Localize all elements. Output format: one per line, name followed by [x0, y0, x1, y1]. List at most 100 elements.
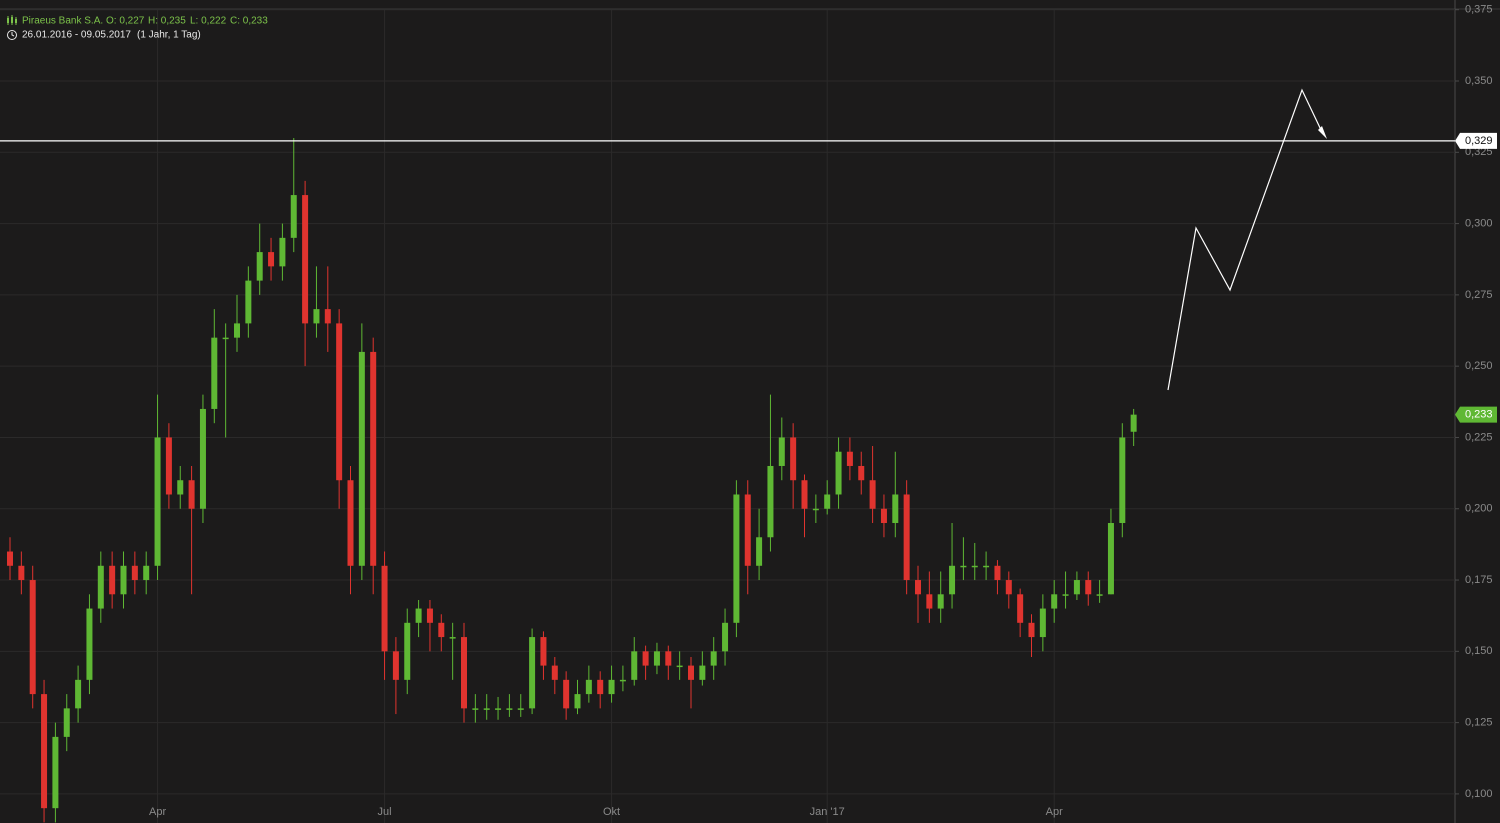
- candle-body: [733, 494, 740, 623]
- candle-body: [245, 280, 252, 324]
- candle-body: [381, 565, 388, 652]
- instrument-name: Piraeus Bank S.A.: [22, 16, 103, 27]
- candle-body: [960, 565, 967, 568]
- candle-body: [892, 494, 899, 524]
- candle-body: [790, 437, 797, 481]
- candle-body: [949, 565, 956, 595]
- candle-body: [18, 565, 25, 581]
- candle-body: [744, 494, 751, 566]
- legend-icon: [7, 15, 17, 25]
- candle-body: [256, 252, 263, 281]
- candle-body: [722, 622, 729, 652]
- y-tick-label: 0,250: [1465, 360, 1493, 372]
- candle-body: [619, 679, 626, 682]
- candle-body: [1130, 414, 1137, 432]
- candle-body: [188, 480, 195, 509]
- candle-body: [835, 451, 842, 495]
- candle-body: [426, 608, 433, 623]
- period: (1 Jahr, 1 Tag): [137, 30, 201, 41]
- candle-body: [1073, 580, 1080, 595]
- y-tick-label: 0,100: [1465, 788, 1493, 800]
- x-tick-label: Okt: [603, 806, 620, 818]
- y-tick-label: 0,350: [1465, 75, 1493, 87]
- candle-body: [551, 665, 558, 680]
- y-tick-label: 0,175: [1465, 574, 1493, 586]
- candle-body: [1005, 580, 1012, 595]
- candle-body: [461, 637, 467, 709]
- candle-body: [1039, 608, 1046, 638]
- y-tick-label: 0,275: [1465, 289, 1493, 301]
- candle-body: [767, 465, 774, 538]
- candle-body: [653, 651, 660, 666]
- candle-body: [109, 565, 116, 595]
- candle-body: [392, 651, 399, 680]
- candle-body: [143, 565, 150, 581]
- candle-body: [404, 622, 411, 680]
- candle-body: [529, 637, 536, 709]
- candle-body: [268, 252, 275, 267]
- candle-body: [597, 679, 604, 695]
- candle-body: [926, 594, 933, 609]
- candle-body: [7, 551, 13, 566]
- candle-body: [812, 508, 819, 511]
- candle-body: [336, 323, 343, 481]
- candle-body: [937, 594, 944, 609]
- candle-body: [86, 608, 93, 680]
- candle-body: [608, 679, 615, 695]
- x-tick-label: Jan '17: [810, 806, 845, 818]
- candle-body: [665, 651, 672, 666]
- level-label-box: [1455, 132, 1497, 149]
- y-tick-label: 0,300: [1465, 217, 1493, 229]
- candle-body: [778, 437, 785, 466]
- candle-body: [574, 694, 581, 709]
- candle-body: [756, 537, 763, 566]
- candle-body: [710, 651, 717, 666]
- candle-body: [120, 565, 127, 595]
- ohlc-high: H: 0,235: [148, 16, 186, 27]
- candle-body: [915, 580, 921, 595]
- candle-body: [699, 665, 706, 680]
- candle-body: [131, 565, 138, 581]
- candle-body: [279, 237, 286, 267]
- x-tick-label: Apr: [1046, 806, 1063, 818]
- ohlc-open: O: 0,227: [106, 16, 145, 27]
- candle-body: [1119, 437, 1126, 524]
- candle-body: [347, 480, 354, 566]
- candle-body: [540, 637, 547, 666]
- candle-body: [1051, 594, 1058, 609]
- candles: [7, 138, 1137, 823]
- candle-body: [1107, 523, 1114, 595]
- candle-body: [563, 679, 570, 709]
- candle-body: [449, 637, 456, 639]
- candle-body: [642, 651, 649, 666]
- candle-body: [880, 508, 887, 524]
- candle-body: [370, 351, 377, 566]
- candle-body: [415, 608, 422, 623]
- candle-body: [234, 323, 240, 338]
- y-tick-label: 0,150: [1465, 645, 1493, 657]
- last-price-box: [1455, 406, 1497, 423]
- candle-body: [1096, 594, 1103, 596]
- candle-body: [858, 465, 865, 481]
- candle-body: [165, 437, 172, 495]
- candle-body: [1028, 622, 1035, 638]
- clock-hands: [11, 32, 15, 37]
- ohlc-close: C: 0,233: [230, 16, 268, 27]
- candle-body: [358, 351, 365, 566]
- candle-body: [994, 565, 1001, 581]
- candle-body: [290, 195, 297, 238]
- candle-body: [199, 408, 206, 509]
- candle-body: [846, 451, 853, 466]
- candle-body: [177, 480, 184, 495]
- candle-body: [52, 736, 59, 809]
- candle-body: [302, 195, 309, 324]
- candle-body: [869, 480, 876, 509]
- candle-body: [631, 651, 638, 680]
- candle-body: [971, 565, 978, 568]
- x-tick-label: Jul: [378, 806, 392, 818]
- candle-body: [495, 708, 502, 710]
- candle-body: [211, 337, 218, 409]
